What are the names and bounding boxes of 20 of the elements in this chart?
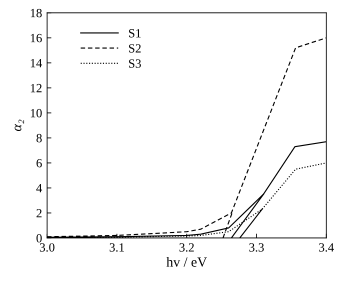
x-tick-label: 3.1 bbox=[110, 243, 124, 252]
x-tick-label: 3.4 bbox=[319, 243, 334, 252]
x-tick-label: 3.3 bbox=[249, 243, 264, 252]
legend-label: S1 bbox=[129, 29, 141, 38]
y-tick-label: 8 bbox=[36, 134, 42, 142]
x-axis-title: hv / eV bbox=[166, 256, 207, 267]
y-tick-label: 4 bbox=[36, 184, 42, 192]
y-tick-label: 0 bbox=[36, 234, 42, 242]
y-tick-label: 6 bbox=[36, 158, 42, 168]
y-tick-label: 14 bbox=[30, 58, 42, 68]
legend-label: S3 bbox=[129, 59, 141, 68]
y-tick-label: 2 bbox=[36, 209, 42, 218]
y-axis-title: α₂ bbox=[14, 120, 24, 132]
x-tick-label: 3.2 bbox=[180, 243, 194, 252]
y-tick-label: 16 bbox=[30, 34, 42, 42]
y-tick-label: 18 bbox=[30, 8, 42, 18]
legend-label: S2 bbox=[129, 44, 141, 53]
y-tick-label: 12 bbox=[30, 84, 42, 92]
x-tick-label: 3.0 bbox=[40, 243, 54, 252]
y-tick-label: 10 bbox=[30, 108, 42, 118]
